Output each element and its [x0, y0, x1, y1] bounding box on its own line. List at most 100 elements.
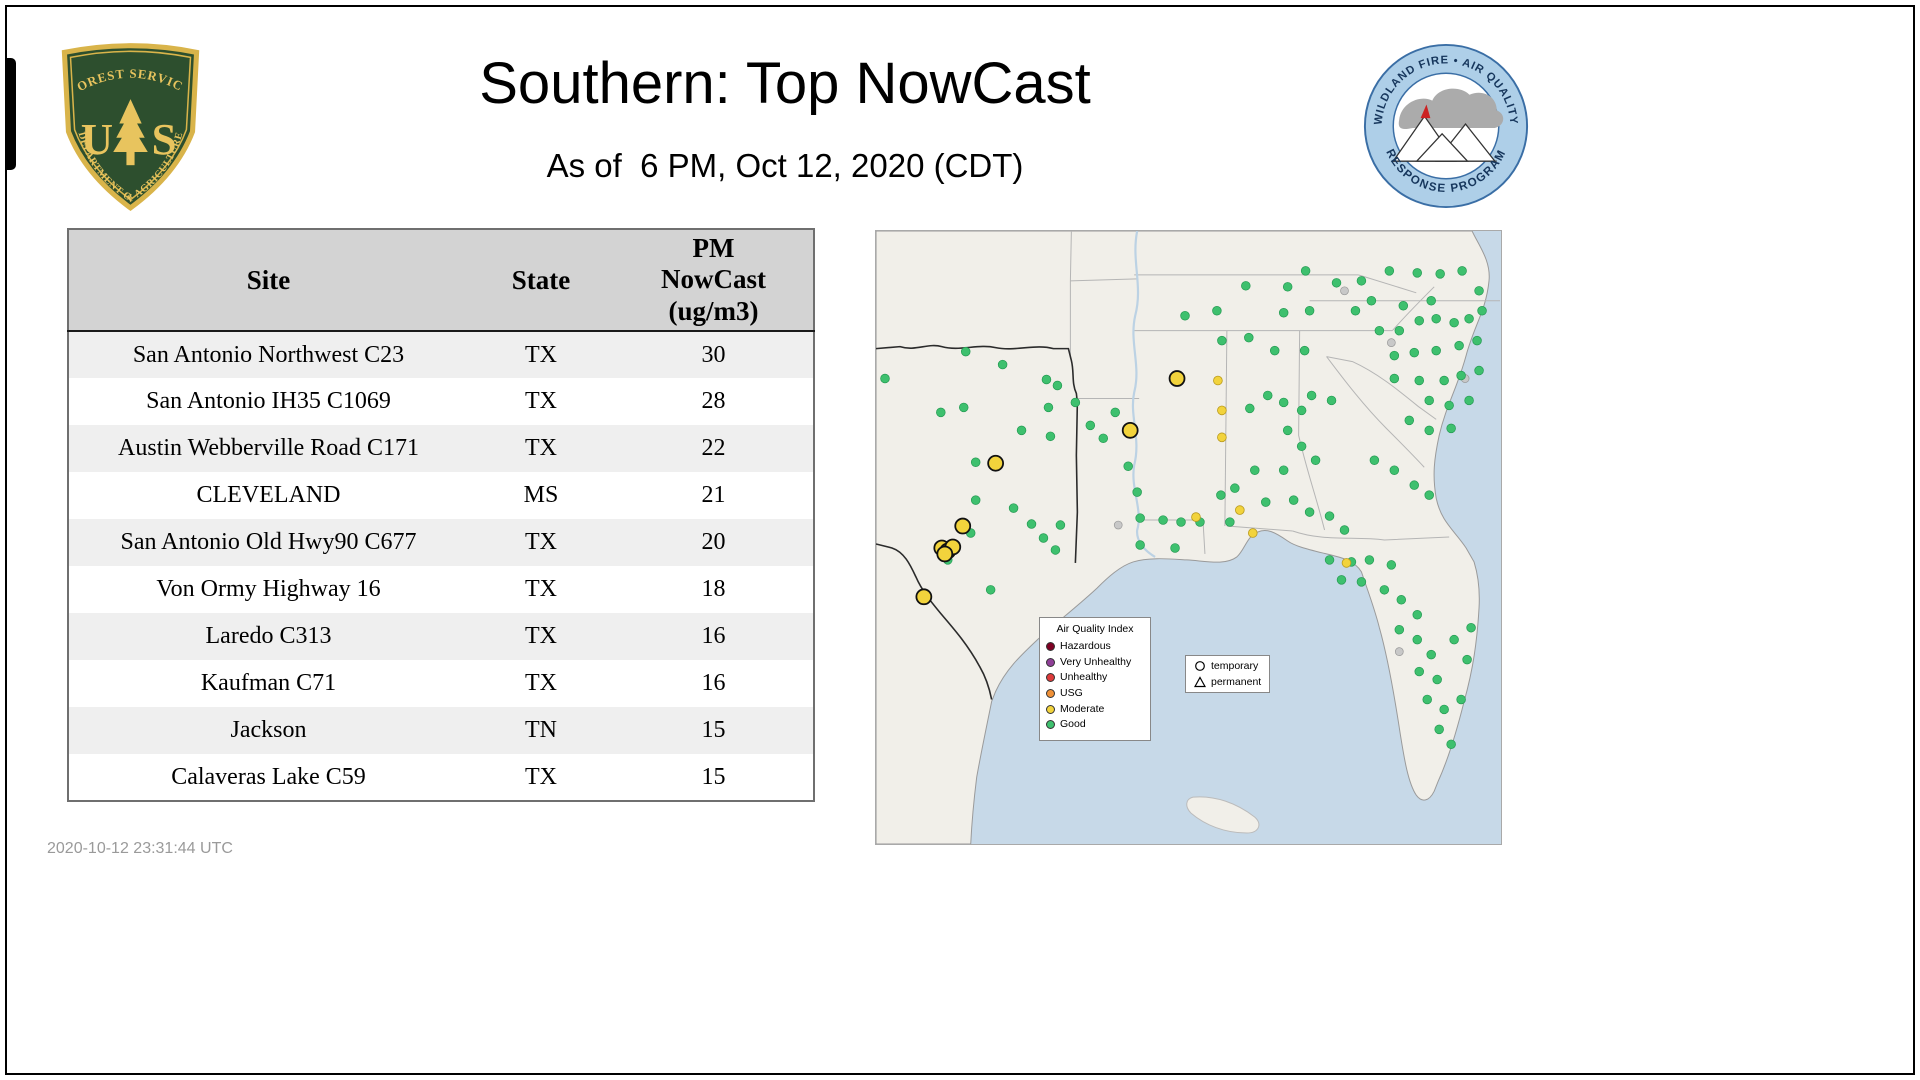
aqi-legend-title: Air Quality Index — [1056, 623, 1134, 635]
marker-good — [1394, 325, 1405, 336]
marker-good — [1386, 560, 1397, 570]
marker-good — [1288, 495, 1299, 505]
marker-good — [1464, 395, 1474, 406]
marker-good — [1331, 278, 1342, 288]
marker-moderate-permanent — [1191, 512, 1201, 522]
permanent-triangle-icon — [1194, 676, 1206, 688]
marker-inactive — [1113, 520, 1123, 530]
marker-good — [1389, 350, 1400, 361]
marker-good — [1250, 465, 1260, 475]
aqi-color-swatch — [1046, 689, 1055, 699]
marker-good — [1296, 405, 1307, 416]
aqi-legend-item: Very Unhealthy — [1046, 656, 1144, 669]
legend-permanent-row: permanent — [1194, 676, 1261, 688]
marker-good — [1446, 423, 1456, 434]
page-title: Southern: Top NowCast — [479, 51, 1091, 116]
aqi-legend-item: Unhealthy — [1046, 671, 1144, 684]
marker-good — [1085, 420, 1096, 431]
marker-good — [1384, 266, 1395, 276]
marker-moderate-temporary — [915, 588, 933, 606]
state-cell: TX — [525, 670, 557, 696]
marker-good — [1449, 317, 1459, 328]
site-cell: Von Ormy Highway 16 — [156, 576, 381, 602]
marker-moderate-temporary — [1121, 421, 1139, 439]
site-cell: San Antonio Old Hwy90 C677 — [120, 529, 417, 555]
table-header-row: Site State PM NowCast (ug/m3) — [68, 229, 814, 331]
marker-good — [1304, 507, 1315, 517]
aqi-item-label: Hazardous — [1060, 640, 1111, 653]
marker-good — [1435, 269, 1445, 279]
marker-good — [1244, 332, 1254, 343]
marker-good — [1424, 425, 1434, 436]
marker-good — [1472, 335, 1482, 346]
marker-good — [1299, 345, 1310, 356]
marker-good — [1366, 296, 1377, 306]
aqi-item-label: Unhealthy — [1060, 671, 1108, 684]
usfs-letter-s: S — [152, 114, 177, 164]
marker-good — [1263, 390, 1273, 401]
marker-good — [1404, 415, 1415, 426]
marker-moderate-temporary — [987, 454, 1005, 472]
marker-good — [1055, 520, 1066, 530]
pm-nowcast-cell: 18 — [701, 576, 726, 602]
marker-good — [1414, 375, 1424, 386]
site-cell: Austin Webberville Road C171 — [118, 435, 419, 461]
marker-good — [1409, 347, 1419, 358]
marker-good — [1110, 407, 1120, 418]
temporary-circle-icon — [1195, 661, 1205, 671]
legend-temporary-row: temporary — [1194, 660, 1261, 672]
aqi-legend-item: Hazardous — [1046, 640, 1144, 653]
marker-good — [1008, 503, 1019, 513]
state-cell: TX — [525, 763, 557, 790]
marker-good — [1477, 306, 1487, 316]
table-row: Calaveras Lake C59 TX 15 — [68, 754, 814, 801]
marker-good — [1132, 487, 1142, 497]
state-cell: TX — [525, 341, 557, 368]
marker-good — [1336, 575, 1347, 585]
legend-temporary-label: temporary — [1211, 660, 1259, 672]
site-cell: San Antonio IH35 C1069 — [146, 388, 391, 414]
marker-good — [936, 407, 946, 418]
marker-inactive — [1387, 338, 1396, 347]
marker-good — [1432, 674, 1442, 685]
cuba — [1186, 796, 1260, 834]
marker-good — [1439, 704, 1449, 715]
marker-good — [1454, 340, 1464, 351]
aqi-legend-items: Hazardous Very Unhealthy Unhealthy USG Moder… — [1046, 640, 1144, 731]
marker-good — [1269, 345, 1280, 356]
marker-good — [1409, 480, 1419, 490]
marker-good — [1474, 286, 1484, 296]
marker-good — [1414, 315, 1424, 326]
marker-good — [1389, 373, 1400, 384]
marker-good — [1216, 490, 1226, 500]
marker-good — [1045, 431, 1056, 442]
pm-nowcast-cell: 21 — [701, 482, 726, 508]
state-cell: TX — [525, 576, 557, 602]
marker-good — [1098, 433, 1109, 444]
state-cell: TX — [525, 623, 557, 649]
site-cell: Laredo C313 — [205, 623, 332, 649]
marker-type-legend: temporary permanent — [1185, 655, 1271, 693]
aqi-color-swatch — [1046, 642, 1055, 652]
marker-good — [1304, 306, 1315, 316]
marker-good — [1212, 306, 1222, 316]
marker-good — [1422, 694, 1432, 705]
marker-good — [970, 495, 981, 505]
marker-good — [970, 457, 981, 467]
marker-good — [1217, 335, 1227, 346]
marker-good — [1457, 266, 1467, 276]
table-row: Laredo C313 TX 16 — [68, 613, 814, 660]
marker-good — [1462, 654, 1472, 665]
marker-good — [1369, 455, 1380, 465]
marker-good — [1464, 313, 1474, 324]
pm-nowcast-cell: 20 — [701, 529, 726, 555]
aqi-color-swatch — [1046, 657, 1055, 667]
marker-moderate-temporary — [954, 517, 972, 535]
marker-good — [1426, 296, 1436, 306]
marker-good — [1424, 395, 1434, 406]
table-row: CLEVELAND MS 21 — [68, 472, 814, 519]
title-block: Southern: Top NowCast As of 6 PM, Oct 12… — [0, 0, 1570, 185]
nowcast-table: Site State PM NowCast (ug/m3) San Antoni… — [67, 228, 815, 802]
marker-good — [1296, 441, 1307, 452]
generation-timestamp: 2020-10-12 23:31:44 UTC — [47, 840, 233, 857]
